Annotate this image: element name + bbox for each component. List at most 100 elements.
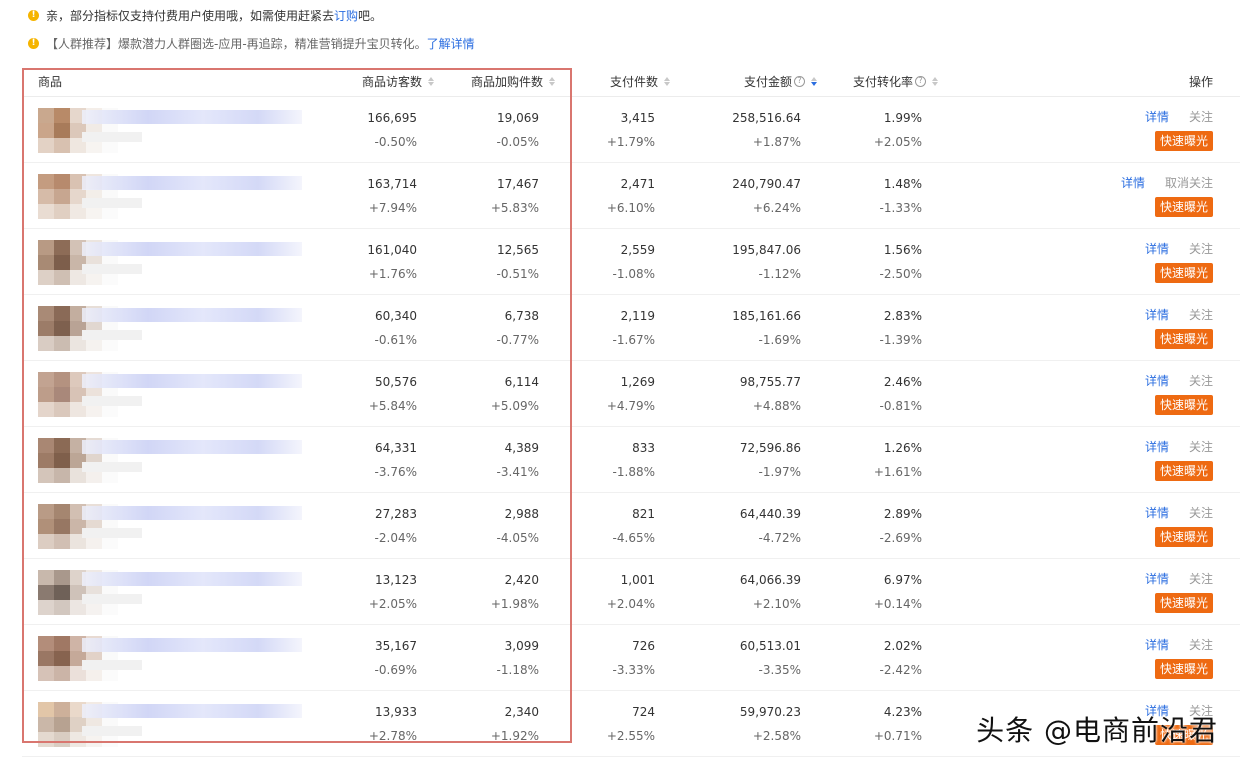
quick-expose-button[interactable]: 快速曝光 (1154, 725, 1213, 745)
detail-link[interactable]: 详情 (1144, 374, 1169, 388)
cell-value: 50,576 (375, 375, 417, 389)
col-pay-amt[interactable]: 支付金额 ? (682, 66, 817, 96)
product-title-blurred[interactable] (82, 704, 302, 718)
cell-change-pct: +2.05% (368, 597, 417, 611)
detail-link[interactable]: 详情 (1144, 638, 1169, 652)
cell-value: 64,440.39 (739, 507, 801, 521)
cell-value: 161,040 (367, 243, 417, 257)
detail-link[interactable]: 详情 (1144, 506, 1169, 520)
cell-change-pct: +6.10% (606, 201, 655, 215)
subscribe-link[interactable]: 订购 (334, 8, 359, 23)
product-title-blurred[interactable] (82, 572, 302, 586)
table-row: 60,340 -0.61% 6,738 -0.77% 2,119 -1.67% 185,16… (22, 295, 1240, 361)
follow-link[interactable]: 关注 (1188, 704, 1213, 718)
cell-conv: 1.26% +1.61% (822, 439, 922, 481)
sort-icon[interactable] (664, 76, 670, 86)
cell-conv: 2.02% -2.42% (822, 637, 922, 679)
sort-desc-icon[interactable] (811, 76, 817, 86)
follow-link[interactable]: 关注 (1188, 242, 1213, 256)
cell-value: 13,123 (375, 573, 417, 587)
cell-pay-qty: 1,269 +4.79% (562, 373, 655, 415)
cell-value: 166,695 (367, 111, 417, 125)
product-title-blurred[interactable] (82, 242, 302, 256)
follow-link[interactable]: 关注 (1188, 374, 1213, 388)
cell-change-pct: +0.14% (873, 597, 922, 611)
cell-change-pct: -2.69% (879, 531, 922, 545)
product-title-blurred[interactable] (82, 308, 302, 322)
col-pay-qty[interactable]: 支付件数 (562, 66, 670, 96)
quick-expose-button[interactable]: 快速曝光 (1154, 659, 1213, 679)
cell-pay-qty: 2,559 -1.08% (562, 241, 655, 283)
learn-more-link[interactable]: 了解详情 (426, 36, 475, 51)
cell-change-pct: +5.09% (490, 399, 539, 413)
product-title-blurred[interactable] (82, 110, 302, 124)
cell-conv: 6.97% +0.14% (822, 571, 922, 613)
cell-change-pct: +0.71% (873, 729, 922, 743)
follow-link[interactable]: 关注 (1188, 638, 1213, 652)
cell-change-pct: -0.61% (374, 333, 417, 347)
quick-expose-button[interactable]: 快速曝光 (1154, 395, 1213, 415)
quick-expose-button[interactable]: 快速曝光 (1154, 461, 1213, 481)
cell-value: 3,415 (620, 111, 655, 125)
help-icon[interactable]: ? (794, 75, 805, 87)
col-conv[interactable]: 支付转化率 ? (822, 66, 938, 96)
cell-change-pct: -2.42% (879, 663, 922, 677)
cell-visitors: 64,331 -3.76% (322, 439, 417, 481)
follow-link[interactable]: 关注 (1188, 110, 1213, 124)
follow-link[interactable]: 关注 (1188, 308, 1213, 322)
sort-icon[interactable] (932, 76, 938, 86)
product-subtitle-blurred (82, 594, 142, 604)
cell-conv: 1.48% -1.33% (822, 175, 922, 217)
quick-expose-button[interactable]: 快速曝光 (1154, 197, 1213, 217)
cell-pay-qty: 2,471 +6.10% (562, 175, 655, 217)
help-icon[interactable]: ? (915, 75, 926, 87)
detail-link[interactable]: 详情 (1144, 440, 1169, 454)
quick-expose-button[interactable]: 快速曝光 (1154, 263, 1213, 283)
product-title-blurred[interactable] (82, 374, 302, 388)
detail-link[interactable]: 详情 (1144, 572, 1169, 586)
cell-value: 2,119 (620, 309, 655, 323)
quick-expose-button[interactable]: 快速曝光 (1154, 527, 1213, 547)
product-subtitle-blurred (82, 660, 142, 670)
row-actions: 详情 关注快速曝光 (1093, 702, 1213, 748)
quick-expose-button[interactable]: 快速曝光 (1154, 131, 1213, 151)
quick-expose-button[interactable]: 快速曝光 (1154, 593, 1213, 613)
col-cart-label: 商品加购件数 (470, 74, 543, 89)
cell-change-pct: -3.35% (758, 663, 801, 677)
detail-link[interactable]: 详情 (1144, 704, 1169, 718)
cell-value: 1.99% (883, 111, 922, 125)
product-title-blurred[interactable] (82, 638, 302, 652)
detail-link[interactable]: 详情 (1120, 176, 1145, 190)
cell-visitors: 13,123 +2.05% (322, 571, 417, 613)
product-title-blurred[interactable] (82, 506, 302, 520)
cell-change-pct: -3.41% (496, 465, 539, 479)
detail-link[interactable]: 详情 (1144, 308, 1169, 322)
follow-link[interactable]: 关注 (1188, 572, 1213, 586)
cell-value: 3,099 (504, 639, 539, 653)
cell-change-pct: +1.92% (490, 729, 539, 743)
cell-change-pct: +2.58% (752, 729, 801, 743)
col-visitors[interactable]: 商品访客数 (322, 66, 434, 96)
col-cart[interactable]: 商品加购件数 (442, 66, 555, 96)
cell-change-pct: +4.79% (606, 399, 655, 413)
detail-link[interactable]: 详情 (1144, 110, 1169, 124)
product-thumbnail[interactable] (38, 306, 118, 351)
cell-value: 2.02% (883, 639, 922, 653)
cell-value: 2,559 (620, 243, 655, 257)
follow-link[interactable]: 关注 (1188, 440, 1213, 454)
cell-visitors: 163,714 +7.94% (322, 175, 417, 217)
row-actions: 详情 关注快速曝光 (1093, 504, 1213, 550)
follow-link[interactable]: 关注 (1188, 506, 1213, 520)
sort-icon[interactable] (428, 76, 434, 86)
quick-expose-button[interactable]: 快速曝光 (1154, 329, 1213, 349)
sort-icon[interactable] (549, 76, 555, 86)
product-title-blurred[interactable] (82, 176, 302, 190)
cell-change-pct: -1.67% (612, 333, 655, 347)
product-title-blurred[interactable] (82, 440, 302, 454)
follow-link[interactable]: 取消关注 (1164, 176, 1213, 190)
cell-value: 2.46% (883, 375, 922, 389)
table-row: 64,331 -3.76% 4,389 -3.41% 833 -1.88% 72,596.8… (22, 427, 1240, 493)
cell-pay-amt: 240,790.47 +6.24% (682, 175, 801, 217)
detail-link[interactable]: 详情 (1144, 242, 1169, 256)
cell-pay-amt: 195,847.06 -1.12% (682, 241, 801, 283)
